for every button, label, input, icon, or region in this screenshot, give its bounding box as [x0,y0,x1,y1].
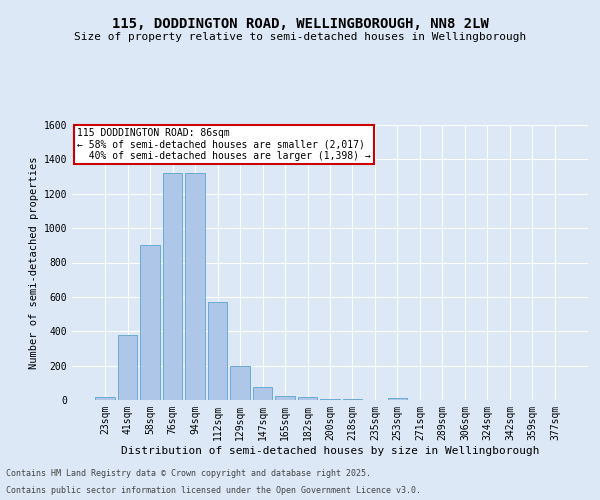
X-axis label: Distribution of semi-detached houses by size in Wellingborough: Distribution of semi-detached houses by … [121,446,539,456]
Bar [208,302,227,400]
Text: 115 DODDINGTON ROAD: 86sqm
← 58% of semi-detached houses are smaller (2,017)
  4: 115 DODDINGTON ROAD: 86sqm ← 58% of semi… [77,128,371,161]
Bar [388,398,407,400]
Bar [185,173,205,400]
Bar [163,173,182,400]
Bar [343,399,362,400]
Text: Contains public sector information licensed under the Open Government Licence v3: Contains public sector information licen… [6,486,421,495]
Text: 115, DODDINGTON ROAD, WELLINGBOROUGH, NN8 2LW: 115, DODDINGTON ROAD, WELLINGBOROUGH, NN… [112,18,488,32]
Y-axis label: Number of semi-detached properties: Number of semi-detached properties [29,156,40,369]
Bar [253,387,272,400]
Bar [275,396,295,400]
Text: Contains HM Land Registry data © Crown copyright and database right 2025.: Contains HM Land Registry data © Crown c… [6,468,371,477]
Bar [320,399,340,400]
Bar [140,246,160,400]
Bar [118,334,137,400]
Text: Size of property relative to semi-detached houses in Wellingborough: Size of property relative to semi-detach… [74,32,526,42]
Bar [298,398,317,400]
Bar [230,366,250,400]
Bar [95,398,115,400]
